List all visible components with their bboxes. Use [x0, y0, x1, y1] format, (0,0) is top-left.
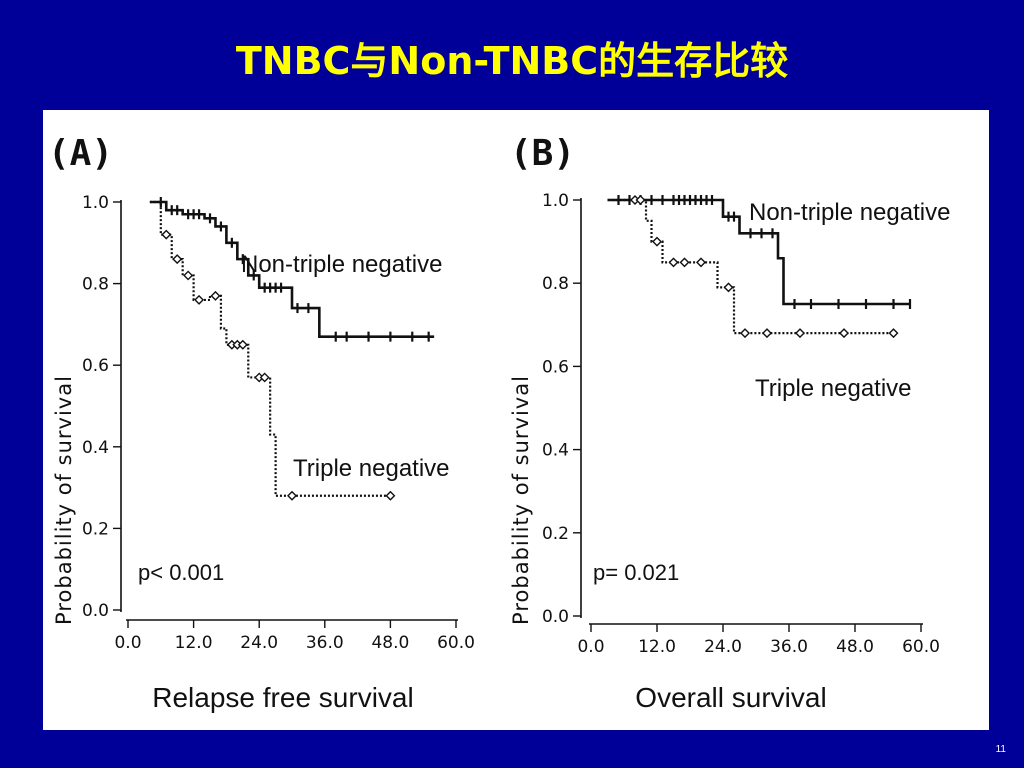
panel-b-y-tick-label: 0.6 — [542, 357, 569, 377]
panel-b-y-tick-label: 0.2 — [542, 524, 569, 544]
panel-b-series-label: Non-triple negative — [749, 199, 950, 226]
panel-a-x-tick-label: 60.0 — [437, 633, 475, 653]
panel-a-censor-mark — [210, 290, 221, 301]
panel-b-x-tick-label: 60.0 — [902, 637, 940, 657]
panel-a-y-tick-label: 0.0 — [82, 601, 109, 621]
panel-a-y-tick-label: 0.6 — [82, 356, 109, 376]
panel-b-censor-mark — [652, 236, 662, 247]
panel-b-y-tick-label: 1.0 — [542, 191, 569, 211]
panel-a-x-tick-label: 36.0 — [306, 633, 344, 653]
panel-b-x-tick-label: 0.0 — [577, 637, 604, 657]
panel-b-series-label: Triple negative — [755, 375, 912, 402]
panel-b-censor-mark — [635, 195, 646, 205]
panel-a-series-line-triple-negative — [149, 200, 391, 497]
panel-a-label: (A) — [48, 133, 113, 174]
panel-b-y-tick-label: 0.0 — [542, 607, 569, 627]
km-figure: (A) Probability of survival Relapse free… — [48, 133, 950, 713]
panel-b-y-tick-label: 0.8 — [542, 274, 569, 294]
panel-b-x-tick-label: 12.0 — [638, 637, 676, 657]
panel-a-censor-mark — [183, 270, 194, 281]
panel-a-censor-mark — [172, 254, 183, 265]
panel-b-censor-mark — [740, 328, 750, 339]
panel-b: (B) Probability of survival Overall surv… — [509, 133, 950, 713]
panel-a: (A) Probability of survival Relapse free… — [48, 133, 475, 713]
panel-a-x-tick-label: 24.0 — [240, 633, 278, 653]
panel-b-label: (B) — [510, 133, 575, 174]
page-number: 11 — [995, 744, 1006, 755]
panel-a-censor-mark — [385, 490, 396, 501]
panel-b-censor-mark — [839, 328, 849, 339]
panel-b-x-tick-label: 36.0 — [770, 637, 808, 657]
panel-b-censor-mark — [795, 328, 805, 339]
panel-a-x-tick-label: 48.0 — [371, 633, 409, 653]
panel-b-x-tick-label: 24.0 — [704, 637, 742, 657]
slide-title: TNBC与Non-TNBC的生存比较 — [235, 39, 789, 83]
panel-b-series-line-triple-negative — [607, 198, 894, 335]
panel-a-x-axis-label: Relapse free survival — [152, 682, 413, 713]
panel-b-x-tick-label: 48.0 — [836, 637, 874, 657]
panel-a-p-value: p< 0.001 — [138, 560, 224, 585]
panel-a-x-tick-label: 12.0 — [175, 633, 213, 653]
panel-b-y-axis-label: Probability of survival — [509, 375, 533, 625]
panel-b-censor-mark — [762, 328, 772, 339]
panel-a-censor-mark — [194, 294, 205, 305]
panel-a-y-tick-label: 0.4 — [82, 438, 109, 458]
panel-b-p-value: p= 0.021 — [593, 560, 679, 585]
panel-a-censor-mark — [237, 339, 248, 350]
panel-b-censor-mark — [723, 282, 734, 293]
panel-a-y-tick-label: 0.8 — [82, 275, 109, 295]
panel-b-censor-mark — [888, 328, 899, 339]
panel-b-censor-mark — [696, 257, 706, 268]
panel-a-censor-mark — [287, 490, 297, 501]
figure-panel: (A) Probability of survival Relapse free… — [43, 110, 989, 730]
panel-a-y-tick-label: 1.0 — [82, 193, 109, 213]
panel-a-censor-mark — [259, 372, 270, 383]
panel-b-censor-mark — [679, 257, 690, 268]
panel-a-censor-mark — [161, 229, 172, 240]
panel-a-x-tick-label: 0.0 — [114, 633, 141, 653]
panel-b-censor-mark — [668, 257, 679, 268]
panel-a-series-label: Triple negative — [293, 455, 450, 482]
panel-b-y-tick-label: 0.4 — [542, 441, 569, 461]
panel-b-x-axis-label: Overall survival — [635, 682, 826, 713]
panel-a-series-label: Non-triple negative — [241, 251, 442, 278]
panel-a-y-axis-label: Probability of survival — [52, 375, 76, 625]
panel-b-series-line-non-triple-negative — [607, 198, 910, 306]
panel-a-y-tick-label: 0.2 — [82, 519, 109, 539]
